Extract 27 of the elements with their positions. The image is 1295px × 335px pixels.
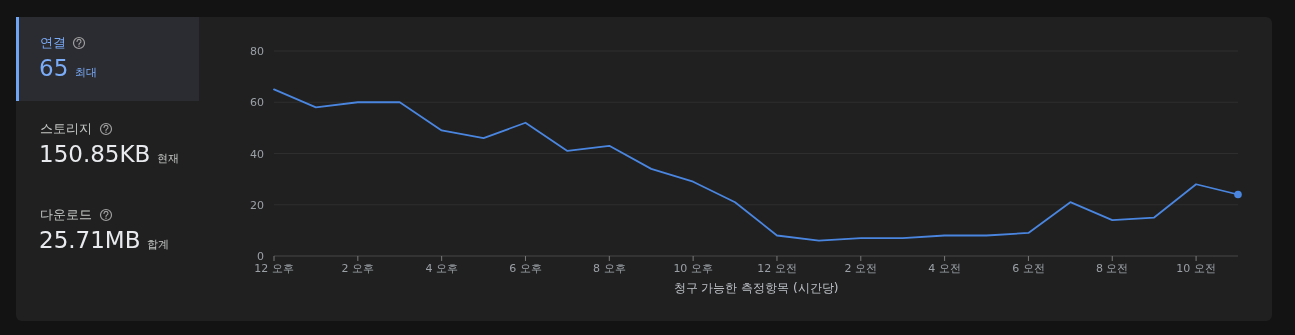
- x-tick-label: 4 오후: [425, 262, 458, 275]
- x-tick-label: 4 오전: [928, 262, 961, 275]
- text: 연결: [40, 35, 66, 50]
- x-tick-label: 10 오전: [1176, 262, 1216, 275]
- text: 150.85KB: [39, 141, 151, 167]
- x-tick-label: 10 오후: [673, 262, 713, 275]
- y-tick-label: 0: [257, 250, 264, 263]
- y-tick-label: 20: [250, 198, 264, 212]
- text: 스토리지: [40, 121, 92, 136]
- x-axis-title: 청구 가능한 측정항목 (시간당): [673, 281, 839, 295]
- text: 25.71MB: [39, 227, 141, 253]
- x-tick-label: 12 오전: [757, 262, 797, 275]
- x-tick-label: 2 오후: [341, 262, 375, 275]
- y-tick-label: 80: [250, 45, 264, 58]
- x-tick-label: 12 오후: [254, 262, 294, 275]
- text: 65: [39, 55, 69, 81]
- text: 합계: [147, 238, 170, 251]
- x-tick-label: 8 오전: [1096, 262, 1129, 275]
- text: 현재: [157, 152, 180, 165]
- x-tick-label: 6 오전: [1012, 262, 1045, 275]
- y-tick-label: 40: [250, 147, 264, 161]
- x-tick-label: 6 오후: [509, 262, 542, 275]
- x-tick-label: 2 오전: [844, 262, 878, 275]
- text: 다운로드: [40, 207, 92, 222]
- x-tick-label: 8 오후: [593, 262, 626, 275]
- text: 최대: [75, 66, 98, 79]
- y-tick-label: 60: [250, 96, 264, 110]
